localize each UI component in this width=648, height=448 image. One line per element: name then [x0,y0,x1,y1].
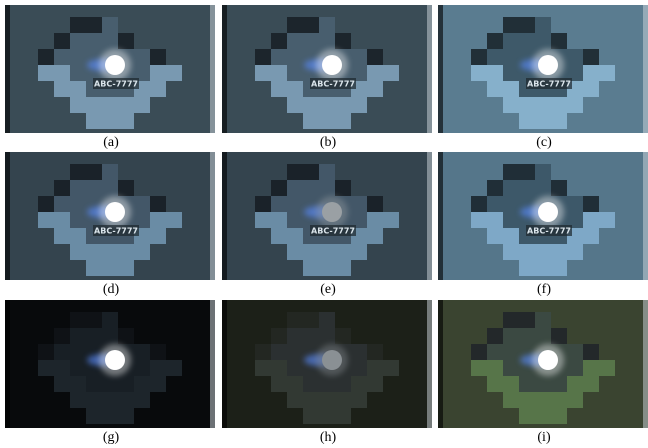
panel-image: ABC-7777 [5,152,215,280]
panel-image [5,300,215,428]
caption: (d) [5,282,217,298]
panel-image [222,300,432,428]
plate-text: ABC-7777 [94,80,138,89]
caption: (h) [222,430,434,446]
panel: (g) [5,300,217,446]
panel: ABC-7777 (b) [222,5,434,151]
panel-image: ABC-7777 [222,152,432,280]
caption: (b) [222,135,434,151]
panel: ABC-7777 (d) [5,152,217,298]
panel-image: ABC-7777 [438,5,648,133]
caption: (e) [222,282,434,298]
panel-image: ABC-7777 [222,5,432,133]
caption: (i) [438,430,648,446]
panel: (h) [222,300,434,446]
panel-image: ABC-7777 [5,5,215,133]
panel: (i) [438,300,648,446]
caption: (f) [438,282,648,298]
plate-text: ABC-7777 [311,227,355,236]
plate-text: ABC-7777 [94,227,138,236]
caption: (c) [438,135,648,151]
caption: (g) [5,430,217,446]
plate-text: ABC-7777 [527,80,571,89]
figure: ABC-7777(a)ABC-7777(b)ABC-7777(c)ABC-777… [0,0,648,448]
panel-image [438,300,648,428]
panel: ABC-7777 (e) [222,152,434,298]
panel: ABC-7777 (a) [5,5,217,151]
plate-text: ABC-7777 [311,80,355,89]
plate-text: ABC-7777 [527,227,571,236]
panel-image: ABC-7777 [438,152,648,280]
caption: (a) [5,135,217,151]
panel: ABC-7777 (c) [438,5,648,151]
panel: ABC-7777 (f) [438,152,648,298]
